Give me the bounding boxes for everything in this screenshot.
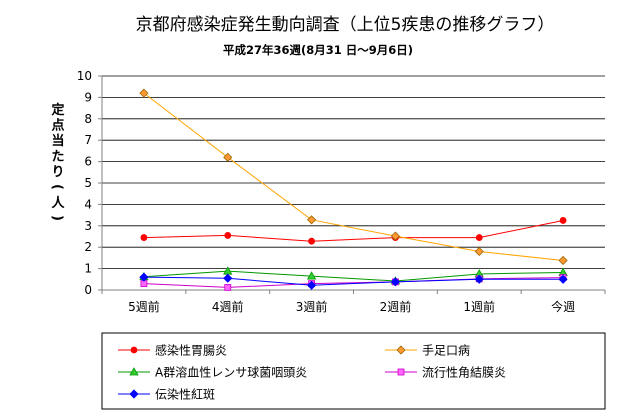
series-0 [140,217,567,245]
legend-item: 感染性胃腸炎 [118,343,227,358]
marker-point [139,88,149,98]
y-tick-label: 1 [84,262,92,276]
marker-point [224,232,232,239]
y-tick-label: 2 [84,240,92,254]
marker-point [223,273,233,283]
x-tick-label: 3週前 [296,299,328,314]
y-tick-label: 6 [84,155,92,169]
marker-legend [129,389,139,399]
legend-item: 流行性角結膜炎 [385,366,506,380]
marker-legend [396,345,406,355]
legend-label: 手足口病 [422,343,470,358]
marker-legend [129,367,139,376]
marker-point [139,272,149,282]
marker-point [308,237,315,245]
series-line [143,270,564,282]
marker-point [558,274,568,284]
series-1 [139,88,568,266]
series-line [143,92,564,261]
marker-point [307,280,317,290]
axes [98,75,606,294]
legend-box [101,332,606,410]
y-axis-label-char: た [51,150,64,165]
legend-label: 感染性胃腸炎 [155,343,227,358]
marker-point [224,284,232,291]
y-tick-label: 8 [84,112,92,126]
y-axis-label-char: ( [50,184,65,190]
chart-subtitle: 平成27年36週(8月31 日～9月6日) [223,43,413,57]
legend-item: 手足口病 [385,343,470,358]
y-tick-label: 3 [84,219,92,233]
x-tick-label: 1週前 [463,299,495,314]
series-line [143,277,564,288]
series-4 [139,272,568,290]
y-tick-label: 7 [84,133,92,147]
series-3 [140,274,567,291]
marker-point [475,234,483,241]
y-tick-label: 5 [84,176,92,190]
legend-item: 伝染性紅斑 [118,387,215,402]
marker-point [306,271,317,280]
marker-point [558,255,568,266]
grid-lines [102,75,605,270]
marker-point [223,152,233,162]
y-tick-labels: 0 1 2 3 4 5 6 7 8 9 10 [77,69,92,297]
legend-label: A群溶血性レンサ球菌咽頭炎 [155,365,307,380]
marker-point [390,277,400,287]
y-axis-label-char: 点 [51,118,64,134]
series-line [143,276,564,286]
x-tick-label: 5週前 [128,299,160,314]
series-2 [139,266,568,285]
series-group [139,88,568,291]
marker-legend [397,368,405,376]
marker-point [559,217,567,224]
x-tick-label: 2週前 [380,299,412,314]
legend-item: A群溶血性レンサ球菌咽頭炎 [118,365,307,380]
series-line [143,219,564,242]
marker-point [140,234,148,241]
legend-label: 伝染性紅斑 [155,387,215,402]
chart-title: 京都府感染症発生動向調査（上位5疾患の推移グラフ） [136,15,555,35]
y-axis-label-char: 定 [50,102,64,118]
y-axis-label-char: り [51,165,64,180]
x-tick-labels: 5週前 4週前 3週前 2週前 1週前 今週 [128,299,575,314]
marker-point [390,231,400,241]
y-axis-label-char: 当 [51,133,64,149]
x-tick-label: 4週前 [212,299,244,314]
legend-label: 流行性角結膜炎 [422,366,506,380]
y-tick-label: 4 [84,197,92,211]
y-axis-label-char: 人 [51,195,65,211]
y-tick-label: 10 [77,69,92,83]
marker-point [474,274,484,284]
y-tick-label: 0 [84,283,92,297]
marker-point [474,246,484,257]
marker-point [307,215,317,225]
y-axis-label-char: ) [50,215,65,221]
marker-legend [130,346,138,354]
x-tick-label: 今週 [551,299,575,314]
y-tick-label: 9 [84,90,92,104]
